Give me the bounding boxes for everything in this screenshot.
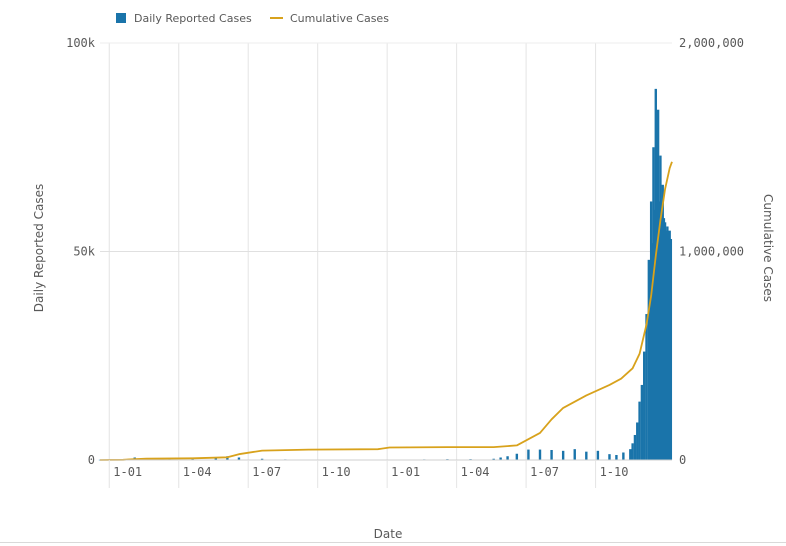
x-tick-label: 1-10 xyxy=(600,465,629,479)
bar-daily-cases xyxy=(638,401,641,460)
bar-daily-cases xyxy=(214,457,217,460)
y-left-tick-label: 0 xyxy=(88,453,95,467)
bar-daily-cases xyxy=(492,458,495,460)
y-axis-right-title: Cumulative Cases xyxy=(761,194,775,302)
x-tick-label: 1-01 xyxy=(391,465,420,479)
y-right-tick-label: 1,000,000 xyxy=(679,245,744,259)
bar-daily-cases xyxy=(615,454,618,460)
x-axis-title: Date xyxy=(374,527,403,541)
y-left-tick-label: 100k xyxy=(66,36,96,50)
y-right-tick-label: 0 xyxy=(679,453,686,467)
bar-daily-cases xyxy=(550,449,553,460)
gridlines xyxy=(100,42,672,460)
x-tick-label: 1-07 xyxy=(252,465,281,479)
bar-daily-cases xyxy=(515,453,519,460)
bar-daily-cases xyxy=(608,454,611,460)
bar-daily-cases xyxy=(573,449,576,460)
legend-bar-label: Daily Reported Cases xyxy=(134,12,252,25)
bar-daily-cases xyxy=(636,422,639,460)
bar-daily-cases xyxy=(237,457,241,460)
bottom-divider xyxy=(0,542,786,543)
bar-daily-cases xyxy=(499,457,502,460)
plot-area xyxy=(98,42,673,461)
line-cumulative-cases xyxy=(99,161,673,461)
x-tick-label: 1-07 xyxy=(530,465,559,479)
bar-daily-cases xyxy=(260,458,264,460)
y-axis-left: 0 50k 100k xyxy=(66,36,96,467)
bar-daily-cases xyxy=(631,443,634,460)
x-axis-ticks: 1-01 1-04 1-07 1-10 1-01 1-04 1-07 1-10 xyxy=(108,460,629,488)
bar-daily-cases xyxy=(622,452,625,460)
legend[interactable]: Daily Reported Cases Cumulative Cases xyxy=(116,12,389,25)
bar-daily-cases xyxy=(645,314,648,460)
x-tick-label: 1-04 xyxy=(461,465,490,479)
bar-daily-cases xyxy=(561,450,565,460)
bar-daily-cases xyxy=(643,351,646,460)
bar-daily-cases xyxy=(669,238,673,460)
y-axis-right: 0 1,000,000 2,000,000 xyxy=(679,36,744,467)
x-tick-label: 1-04 xyxy=(183,465,212,479)
y-right-tick-label: 2,000,000 xyxy=(679,36,744,50)
y-left-tick-label: 50k xyxy=(73,245,95,259)
legend-line-label: Cumulative Cases xyxy=(290,12,389,25)
bar-daily-cases xyxy=(538,449,542,460)
bar-daily-cases xyxy=(596,450,600,460)
bars-daily-cases xyxy=(98,88,673,461)
x-tick-label: 1-10 xyxy=(322,465,351,479)
legend-bar-swatch xyxy=(116,13,126,23)
bar-daily-cases xyxy=(585,451,588,460)
y-axis-left-title: Daily Reported Cases xyxy=(32,184,46,312)
bar-daily-cases xyxy=(527,449,530,460)
bar-daily-cases xyxy=(629,449,632,460)
x-tick-label: 1-01 xyxy=(113,465,142,479)
bar-daily-cases xyxy=(506,456,509,460)
bar-daily-cases xyxy=(633,434,637,460)
bar-daily-cases xyxy=(191,458,194,460)
bar-daily-cases xyxy=(640,384,644,460)
